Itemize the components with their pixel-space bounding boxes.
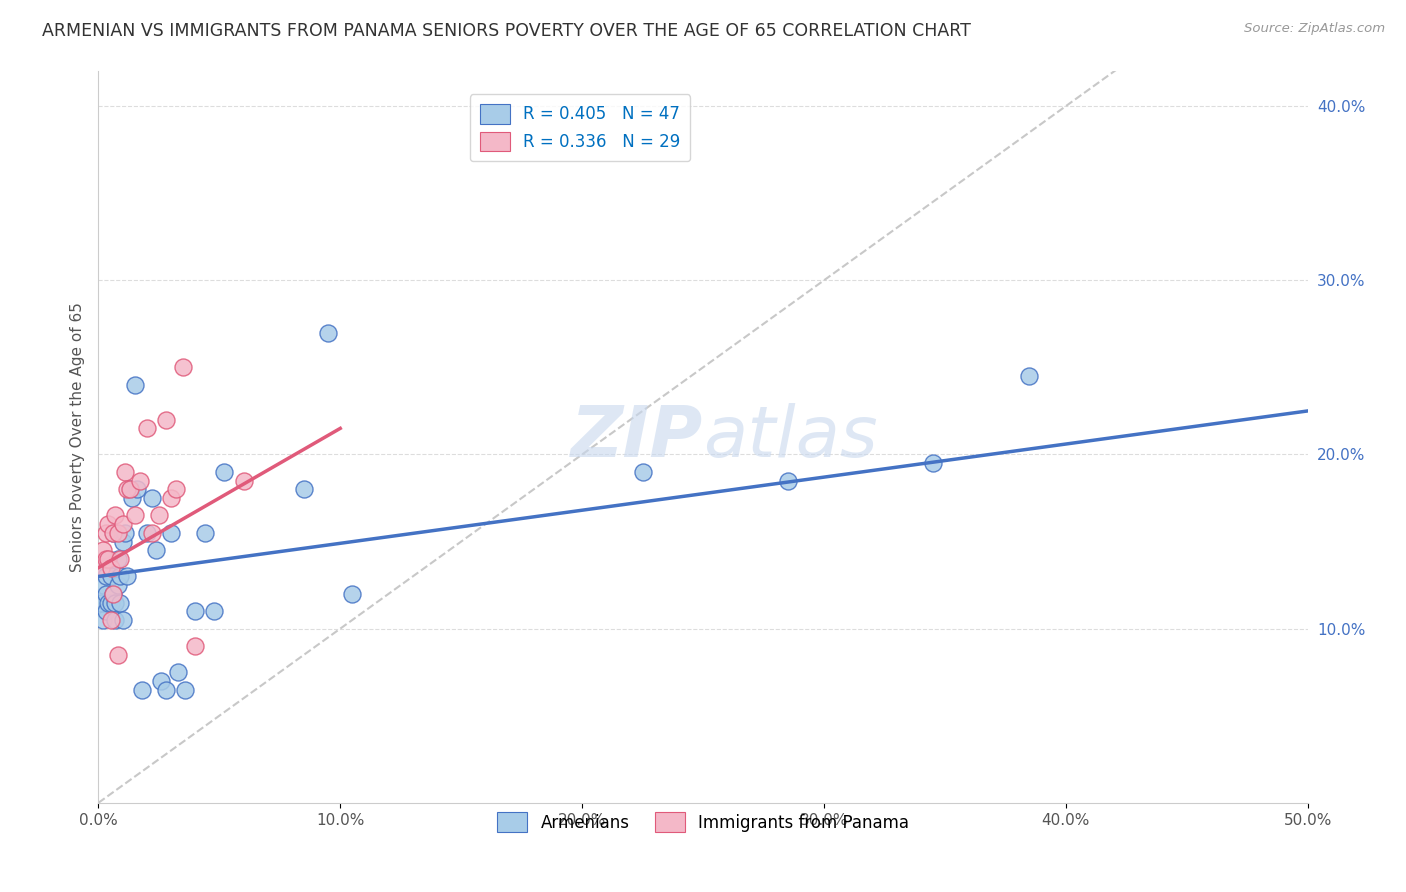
Point [160,491,183,505]
Point [107,578,129,592]
Point [107,552,129,566]
Point [167,665,190,680]
Point [145,543,167,558]
Point [104,595,127,609]
Point [97,552,120,566]
Point [232,474,254,488]
Point [124,377,146,392]
Point [91,613,114,627]
Y-axis label: Seniors Poverty Over the Age of 65: Seniors Poverty Over the Age of 65 [69,302,84,572]
Point [135,525,157,540]
Point [94,525,117,540]
Point [97,595,120,609]
Point [631,465,654,479]
Text: ARMENIAN VS IMMIGRANTS FROM PANAMA SENIORS POVERTY OVER THE AGE OF 65 CORRELATIO: ARMENIAN VS IMMIGRANTS FROM PANAMA SENIO… [42,22,972,40]
Point [141,525,163,540]
Point [100,569,122,583]
Point [111,534,134,549]
Point [135,421,157,435]
Point [117,483,139,497]
Point [342,587,364,601]
Point [921,456,943,470]
Point [128,474,150,488]
Point [165,483,187,497]
Point [117,569,139,583]
Point [114,465,136,479]
Point [101,525,124,540]
Point [101,525,124,540]
Point [316,326,339,340]
Point [90,560,112,574]
Point [194,525,217,540]
Point [100,595,122,609]
Point [94,552,117,566]
Point [108,595,131,609]
Point [184,604,207,618]
Point [94,587,117,601]
Point [107,525,129,540]
Point [127,483,149,497]
Point [150,673,173,688]
Point [121,491,143,505]
Point [118,483,141,497]
Point [124,508,146,523]
Point [160,525,183,540]
Point [97,552,120,566]
Point [101,587,124,601]
Text: Source: ZipAtlas.com: Source: ZipAtlas.com [1244,22,1385,36]
Text: ZIP: ZIP [571,402,703,472]
Point [111,517,134,532]
Point [94,604,117,618]
Point [204,604,226,618]
Point [184,639,207,653]
Point [172,360,194,375]
Point [91,578,114,592]
Point [114,525,136,540]
Point [100,560,122,574]
Point [776,474,799,488]
Point [1018,369,1040,384]
Point [91,543,114,558]
Point [100,613,122,627]
Point [97,517,120,532]
Point [148,508,170,523]
Point [174,682,197,697]
Point [104,613,127,627]
Point [90,560,112,574]
Point [108,569,131,583]
Point [107,648,129,662]
Point [108,552,131,566]
Point [141,491,163,505]
Point [104,508,127,523]
Point [292,483,315,497]
Point [90,595,112,609]
Legend: Armenians, Immigrants from Panama: Armenians, Immigrants from Panama [491,805,915,838]
Point [131,682,153,697]
Text: atlas: atlas [703,402,877,472]
Point [111,613,134,627]
Point [155,412,177,426]
Point [155,682,177,697]
Point [212,465,235,479]
Point [94,569,117,583]
Point [118,483,141,497]
Point [101,587,124,601]
